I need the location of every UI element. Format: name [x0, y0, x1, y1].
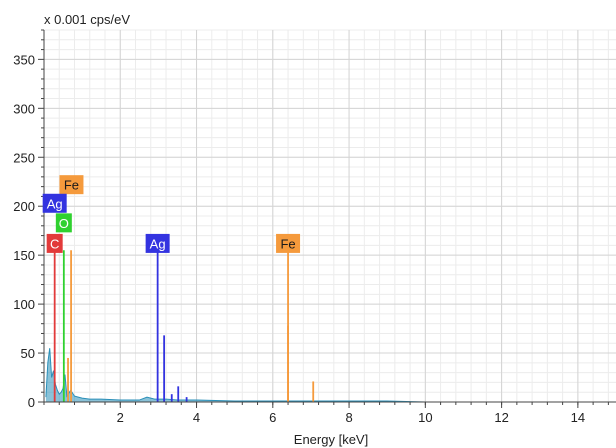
y-tick-label: 250 [13, 150, 35, 165]
element-badge-fe: Fe [59, 175, 84, 195]
element-badge-fe: Fe [276, 233, 301, 253]
x-tick-label: 12 [494, 410, 508, 425]
x-tick-label: 6 [269, 410, 276, 425]
badge-label: Ag [150, 236, 166, 251]
y-tick-label: 0 [28, 395, 35, 410]
x-tick-label: 10 [418, 410, 432, 425]
axes-layer: 0 50 100 150 200 250 300 350 2 4 6 8 10 12 14 [13, 29, 616, 425]
badge-background [145, 233, 170, 253]
badge-label: Fe [64, 178, 79, 193]
element-badge-ag: Ag [145, 233, 170, 253]
grid-layer [43, 29, 616, 403]
badge-label: Fe [280, 236, 295, 251]
y-tick-label: 50 [21, 346, 35, 361]
element-badge-o: O [55, 213, 72, 233]
y-tick-label: 100 [13, 297, 35, 312]
y-tick-label: 300 [13, 101, 35, 116]
y-axis-title: x 0.001 cps/eV [44, 12, 130, 27]
x-tick-label: 4 [193, 410, 200, 425]
spectrum-layer [45, 348, 616, 403]
badge-label: O [59, 216, 69, 231]
element-badge-c: C [46, 233, 63, 253]
badge-background [55, 213, 72, 233]
badge-background [42, 193, 67, 213]
badge-background [276, 233, 301, 253]
peak-lines-layer [53, 250, 315, 402]
x-axis-title: Energy [keV] [294, 432, 368, 447]
x-tick-label: 2 [117, 410, 124, 425]
spectrum-line [45, 348, 616, 403]
y-tick-label: 150 [13, 248, 35, 263]
badge-label: Ag [47, 196, 63, 211]
x-tick-label: 14 [571, 410, 585, 425]
y-tick-label: 350 [13, 52, 35, 67]
element-badge-ag: Ag [42, 193, 67, 213]
badge-label: C [50, 236, 59, 251]
badge-background [59, 175, 84, 195]
y-tick-label: 200 [13, 199, 35, 214]
x-tick-label: 8 [345, 410, 352, 425]
badge-background [46, 233, 63, 253]
